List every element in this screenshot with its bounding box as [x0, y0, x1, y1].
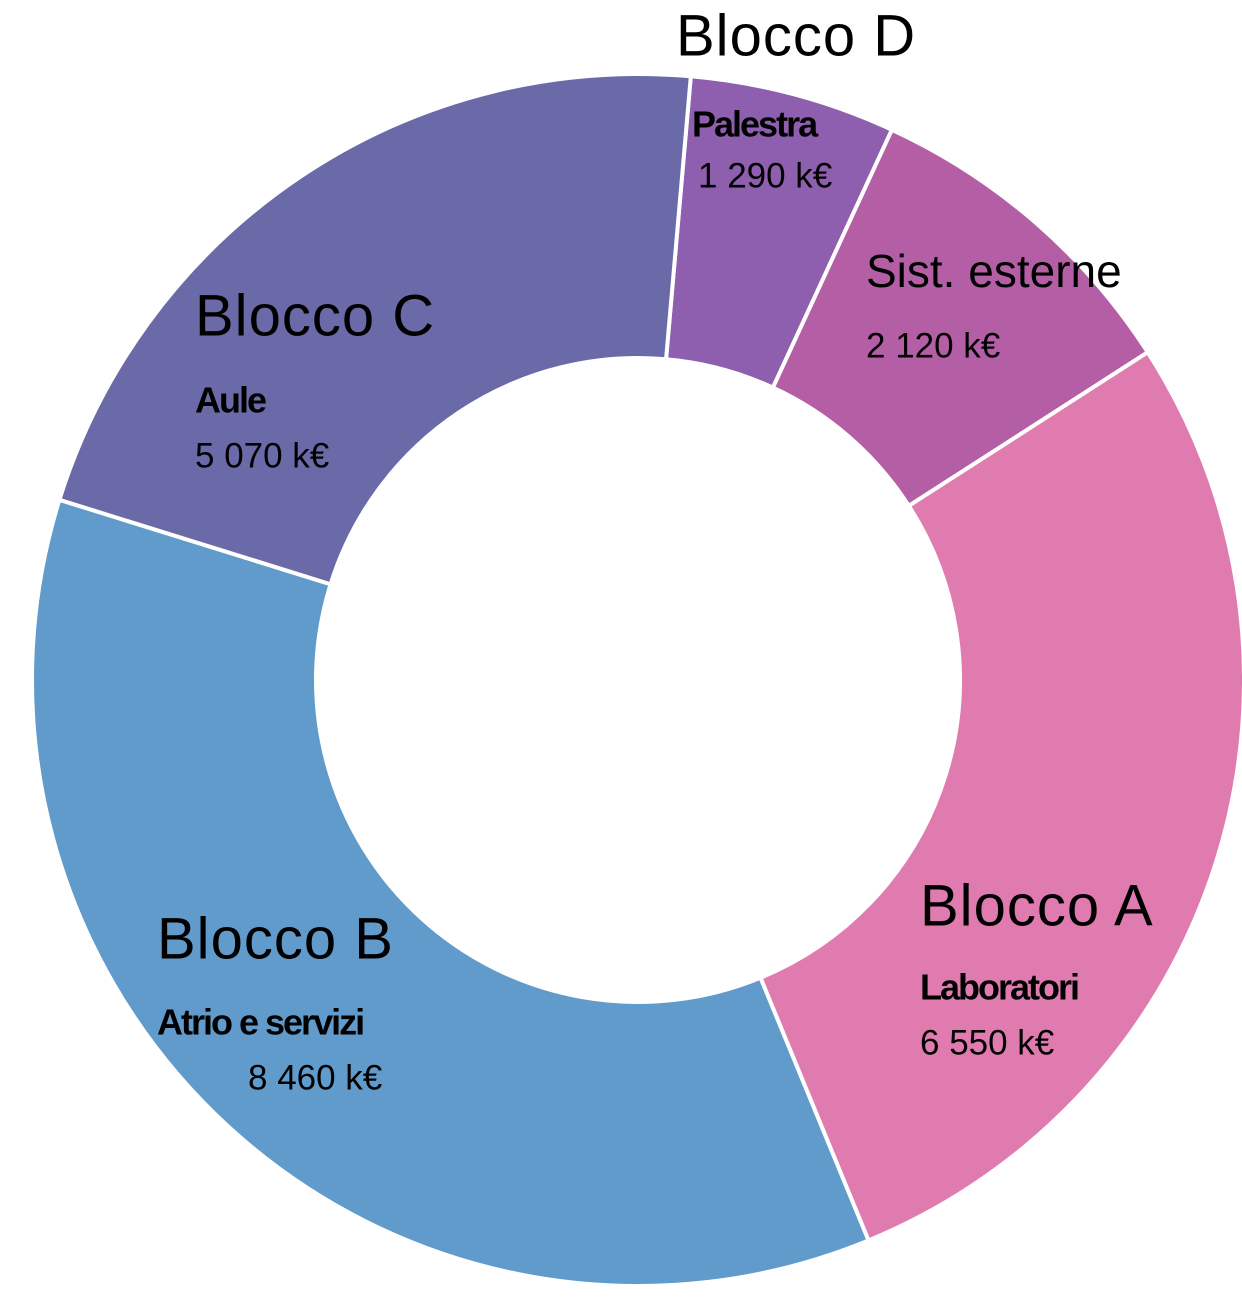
donut-slice — [56, 72, 693, 587]
slice-label: Atrio e servizi — [157, 1002, 363, 1043]
donut-slice — [30, 497, 872, 1288]
donut-slice — [757, 349, 1242, 1244]
value-label: 6 550 k€ — [920, 1023, 1054, 1062]
group-label: Blocco A — [920, 873, 1154, 938]
group-label: Blocco C — [195, 283, 435, 348]
value-label: 2 120 k€ — [866, 326, 1000, 365]
slice-label: Sist. esterne — [866, 245, 1122, 297]
slice-label: Aule — [195, 380, 266, 421]
slice-label: Palestra — [692, 104, 819, 145]
value-label: 5 070 k€ — [195, 436, 329, 475]
slice-label: Laboratori — [920, 967, 1078, 1008]
group-label: Blocco B — [157, 906, 394, 971]
group-label: Blocco D — [676, 3, 916, 68]
value-label: 8 460 k€ — [248, 1058, 382, 1097]
value-label: 1 290 k€ — [698, 156, 832, 195]
